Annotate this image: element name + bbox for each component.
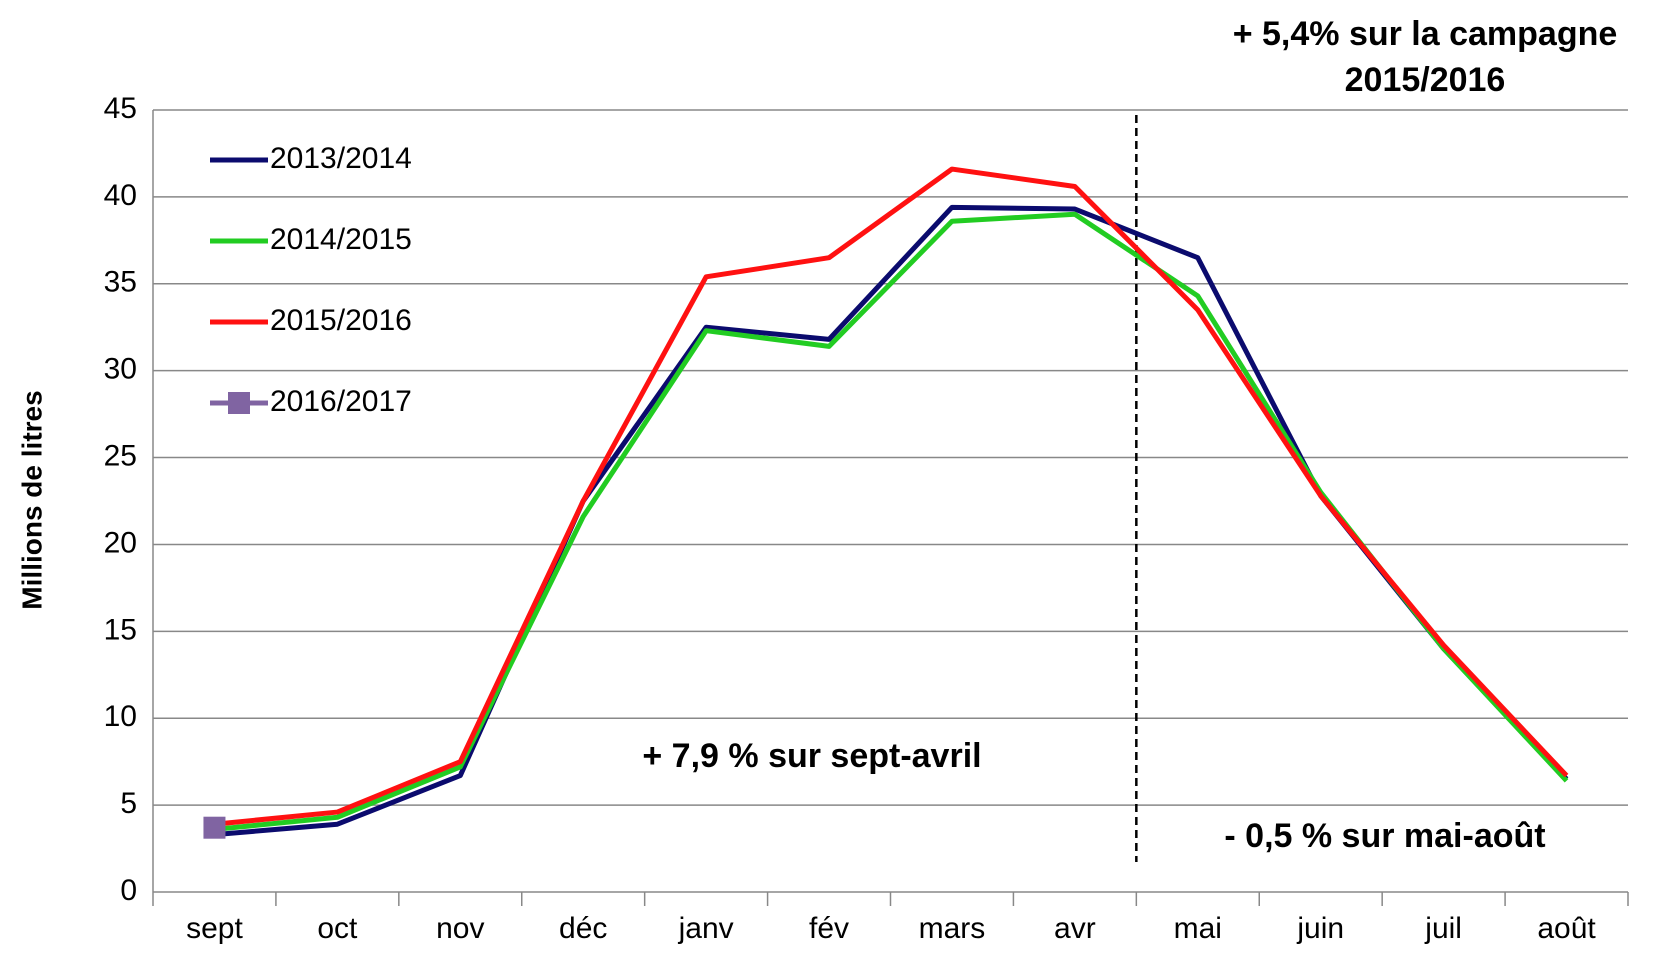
- y-tick-label: 30: [104, 353, 137, 386]
- x-tick-label: déc: [559, 912, 607, 945]
- x-tick-label: mars: [919, 912, 986, 945]
- legend-label: 2013/2014: [270, 142, 412, 175]
- legend-label: 2015/2016: [270, 304, 412, 337]
- y-tick-label: 0: [120, 874, 137, 907]
- series-line: [214, 166, 1569, 827]
- x-tick-label: août: [1537, 912, 1596, 945]
- y-axis-label: Millions de litres: [16, 390, 47, 609]
- x-tick-label: sept: [186, 912, 243, 945]
- y-tick-label: 20: [104, 526, 137, 559]
- x-tick-label: juin: [1296, 912, 1344, 945]
- legend-marker: [228, 392, 250, 414]
- y-tick-label: 25: [104, 439, 137, 472]
- y-tick-label: 45: [104, 92, 137, 125]
- x-tick-label: oct: [317, 912, 358, 945]
- x-tick-label: janv: [678, 912, 734, 945]
- x-tick-label: mai: [1174, 912, 1222, 945]
- x-tick-label: juil: [1424, 912, 1462, 945]
- title-line: + 5,4% sur la campagne: [1233, 15, 1618, 53]
- annotation: - 0,5 % sur mai-août: [1224, 817, 1545, 855]
- point-marker: [203, 816, 226, 839]
- x-tick-label: nov: [436, 912, 484, 945]
- y-tick-label: 5: [120, 787, 137, 820]
- y-tick-label: 35: [104, 266, 137, 299]
- legend-label: 2016/2017: [270, 385, 412, 418]
- annotation: + 7,9 % sur sept-avril: [642, 737, 981, 775]
- legend-label: 2014/2015: [270, 223, 412, 256]
- y-tick-label: 10: [104, 700, 137, 733]
- title-line: 2015/2016: [1345, 61, 1506, 99]
- x-tick-label: fév: [809, 912, 849, 945]
- y-tick-label: 15: [104, 613, 137, 646]
- x-tick-label: avr: [1054, 912, 1096, 945]
- y-tick-label: 40: [104, 179, 137, 212]
